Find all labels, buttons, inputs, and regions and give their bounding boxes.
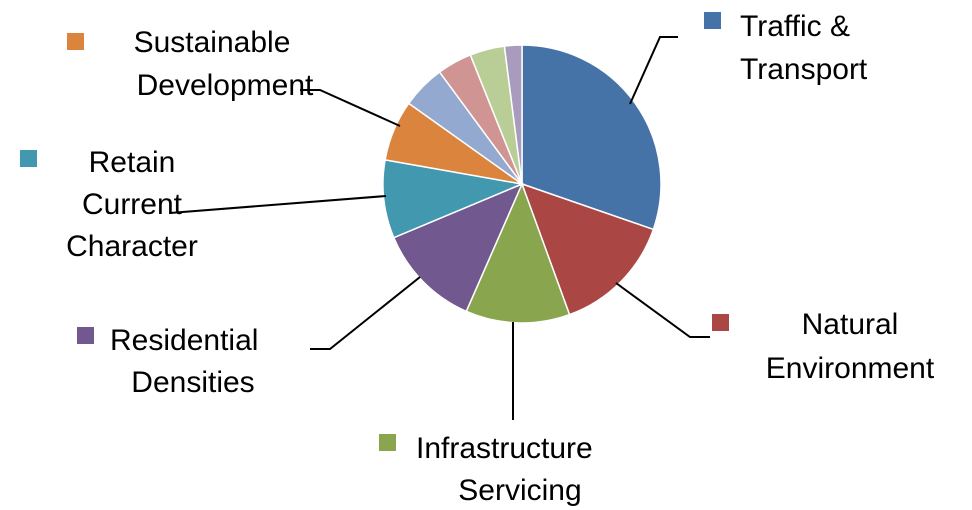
slice-label: Character [66, 230, 198, 263]
slice-label: Traffic & [740, 10, 850, 43]
pie-slice [465, 181, 571, 324]
slice-label: Sustainable [134, 26, 291, 59]
label-color-key [712, 314, 729, 331]
label-color-key [77, 327, 94, 344]
leader-line [629, 36, 678, 105]
leader-line [169, 195, 387, 214]
label-color-key [67, 33, 84, 50]
slice-label: Residential [110, 324, 258, 357]
slice-labels: Traffic & Transport Natural Environment Infr… [20, 10, 935, 507]
slice-label: Infrastructure [416, 432, 593, 465]
pie-slices [382, 44, 662, 324]
leader-line [615, 282, 710, 338]
label-color-key [704, 12, 721, 29]
pie-slice [521, 44, 662, 231]
slice-label: Environment [766, 352, 935, 385]
slice-label: Servicing [458, 474, 581, 507]
leader-line [310, 276, 421, 350]
leader-line [300, 89, 401, 127]
leader-lines [169, 36, 710, 420]
slice-label: Retain [89, 146, 176, 179]
slice-label: Transport [740, 53, 868, 86]
pie-slice [392, 182, 524, 313]
slice-label: Current [82, 188, 183, 221]
slice-label: Densities [131, 366, 254, 399]
pie-slice [520, 182, 655, 316]
pie-slice [382, 158, 525, 239]
label-color-key [20, 150, 37, 167]
slice-label: Natural [802, 308, 899, 341]
pie-slice [503, 44, 523, 185]
slice-label: Development [137, 69, 314, 102]
label-color-key [379, 434, 396, 451]
